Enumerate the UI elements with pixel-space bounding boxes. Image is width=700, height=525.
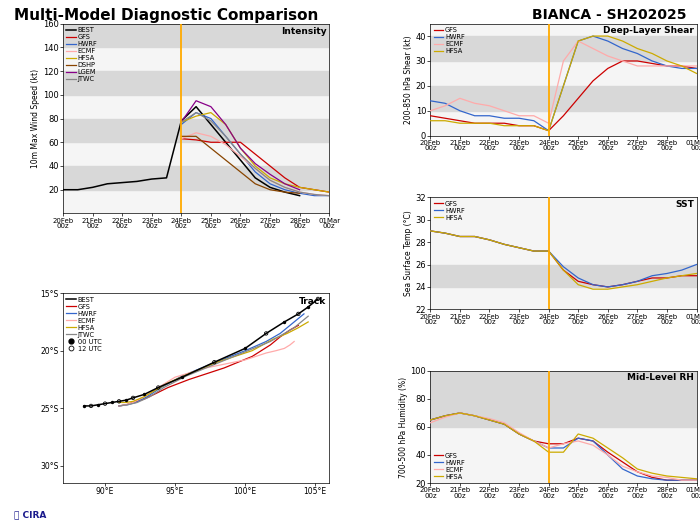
Bar [63,71,329,95]
Point [153,383,164,392]
Bar [63,119,329,142]
Legend: BEST, GFS, HWRF, ECMF, HFSA, JTWC, 00 UTC, 12 UTC: BEST, GFS, HWRF, ECMF, HFSA, JTWC, 00 UT… [66,297,102,352]
Point [312,295,323,303]
Text: SST: SST [675,200,694,208]
Point [279,318,290,326]
Y-axis label: Sea Surface Temp (°C): Sea Surface Temp (°C) [404,211,413,296]
Point [113,397,125,405]
Bar [430,265,696,287]
Point [139,390,150,398]
Bar [430,86,696,111]
Bar [63,24,329,47]
Point [78,402,90,410]
Y-axis label: 10m Max Wind Speed (kt): 10m Max Wind Speed (kt) [32,69,40,168]
Point [106,398,118,407]
Point [293,310,304,318]
Legend: GFS, HWRF, ECMF, HFSA: GFS, HWRF, ECMF, HFSA [434,453,465,480]
Text: Mid-Level RH: Mid-Level RH [627,373,694,382]
Text: Deep-Layer Shear: Deep-Layer Shear [603,26,694,35]
Bar [430,371,696,399]
Bar [430,399,696,427]
Text: Intensity: Intensity [281,27,326,36]
Point [85,402,97,410]
Legend: GFS, HWRF, ECMF, HFSA: GFS, HWRF, ECMF, HFSA [434,27,465,54]
Bar [430,36,696,61]
Bar [63,166,329,190]
Point [260,329,272,338]
Point [209,358,220,366]
Legend: GFS, HWRF, HFSA: GFS, HWRF, HFSA [434,201,465,220]
Point [99,400,111,408]
Point [302,303,314,311]
Point [120,396,132,404]
Point [176,373,188,381]
Point [127,394,139,402]
Legend: BEST, GFS, HWRF, ECMF, HFSA, DSHP, LGEM, JTWC: BEST, GFS, HWRF, ECMF, HFSA, DSHP, LGEM,… [66,27,97,82]
Text: Multi-Model Diagnostic Comparison: Multi-Model Diagnostic Comparison [14,8,318,23]
Point [239,344,251,353]
Y-axis label: 200-850 hPa Shear (kt): 200-850 hPa Shear (kt) [404,35,413,124]
Point [92,401,104,409]
Text: BIANCA - SH202025: BIANCA - SH202025 [531,8,686,22]
Text: Track: Track [300,297,326,306]
Y-axis label: 700-500 hPa Humidity (%): 700-500 hPa Humidity (%) [398,376,407,478]
Text: 🌀 CIRA: 🌀 CIRA [14,511,46,520]
